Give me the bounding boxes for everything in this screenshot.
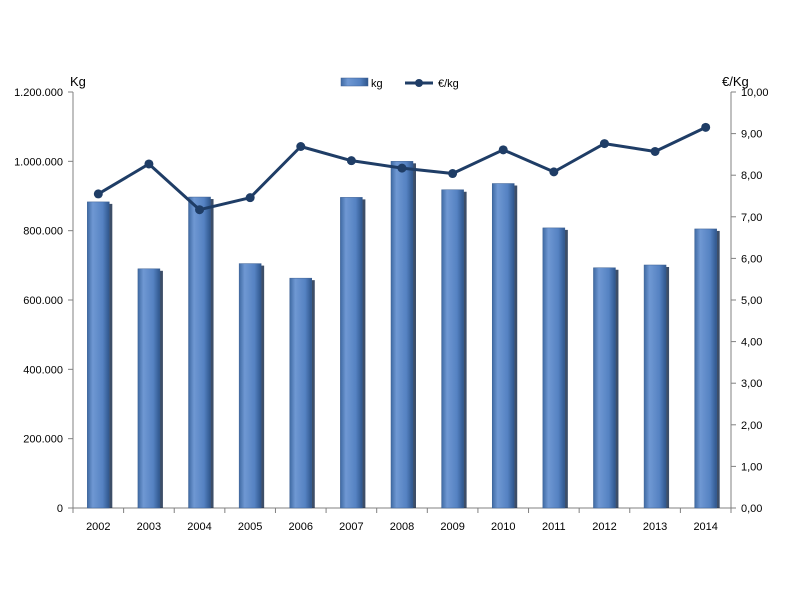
left-axis-tick-label: 400.000: [23, 364, 63, 376]
price-point-2004: [195, 205, 205, 215]
tick-labels: 0 200.000 400.000 600.000 800.000 1.000.000 1.…: [14, 74, 768, 533]
right-axis-tick-label: 9,00: [741, 129, 762, 141]
price-point-2008: [397, 163, 407, 173]
right-axis-label: €/Kg: [722, 74, 749, 89]
bar-2014: [694, 228, 717, 509]
bar-2007: [340, 197, 363, 509]
x-axis-tick-label: 2008: [390, 521, 414, 533]
price-point-2013: [650, 146, 660, 156]
right-axis-tick-label: 2,00: [741, 420, 762, 432]
price-point-2009: [448, 169, 458, 179]
bar-2006: [289, 277, 313, 509]
price-point-2012: [599, 139, 609, 149]
x-axis-tick-label: 2012: [592, 521, 616, 533]
right-axis-tick-label: 1,00: [741, 461, 762, 473]
bar-2011: [542, 227, 566, 509]
bar-2002: [87, 201, 110, 509]
x-axis-tick-label: 2006: [289, 521, 313, 533]
price-point-2010: [498, 145, 508, 155]
x-axis-tick-label: 2003: [137, 521, 161, 533]
x-axis-tick-label: 2011: [542, 521, 566, 533]
line-series: [93, 122, 711, 215]
right-axis-tick-label: 6,00: [741, 253, 762, 265]
bar-2005: [238, 263, 262, 509]
bar-2003: [137, 268, 161, 509]
left-axis-tick-label: 200.000: [23, 434, 63, 446]
price-point-2014: [701, 122, 711, 132]
legend-bar-swatch: [340, 77, 369, 87]
x-axis-tick-label: 2009: [440, 521, 464, 533]
legend: kg €/kg: [340, 77, 459, 90]
legend-line-marker: [415, 79, 423, 87]
left-axis-tick-label: 800.000: [23, 226, 63, 238]
right-axis-tick-label: 3,00: [741, 378, 762, 390]
bar-2009: [441, 189, 464, 509]
price-point-2011: [549, 167, 559, 177]
price-point-2006: [296, 141, 306, 151]
x-axis-tick-label: 2007: [339, 521, 363, 533]
right-axis-tick-label: 8,00: [741, 170, 762, 182]
right-axis-tick-label: 7,00: [741, 212, 762, 224]
right-axis-tick-label: 5,00: [741, 295, 762, 307]
price-point-2005: [245, 193, 255, 203]
legend-bar-label: kg: [371, 78, 383, 90]
price-point-2002: [93, 189, 103, 199]
legend-line-label: €/kg: [438, 78, 459, 90]
right-axis-tick-label: 10,00: [741, 87, 769, 99]
right-axis-tick-label: 0,00: [741, 503, 762, 515]
left-axis-tick-label: 1.200.000: [14, 87, 63, 99]
bar-2010: [491, 183, 515, 509]
left-axis-tick-label: 0: [57, 503, 63, 515]
x-axis-tick-label: 2014: [693, 521, 717, 533]
price-point-2003: [144, 159, 154, 169]
bar-2012: [593, 267, 616, 509]
x-axis-tick-label: 2013: [643, 521, 667, 533]
bar-2013: [643, 264, 667, 509]
bar-2008: [390, 161, 414, 509]
right-axis-tick-label: 4,00: [741, 337, 762, 349]
bar-2004: [188, 196, 211, 509]
x-axis-tick-label: 2002: [86, 521, 110, 533]
left-axis-label: Kg: [70, 74, 86, 89]
x-axis-tick-label: 2004: [187, 521, 211, 533]
left-axis-tick-label: 600.000: [23, 295, 63, 307]
price-point-2007: [346, 156, 356, 166]
left-axis-tick-label: 1.000.000: [14, 156, 63, 168]
x-axis-tick-label: 2010: [491, 521, 515, 533]
bar-series: [87, 161, 720, 509]
x-axis-tick-label: 2005: [238, 521, 262, 533]
